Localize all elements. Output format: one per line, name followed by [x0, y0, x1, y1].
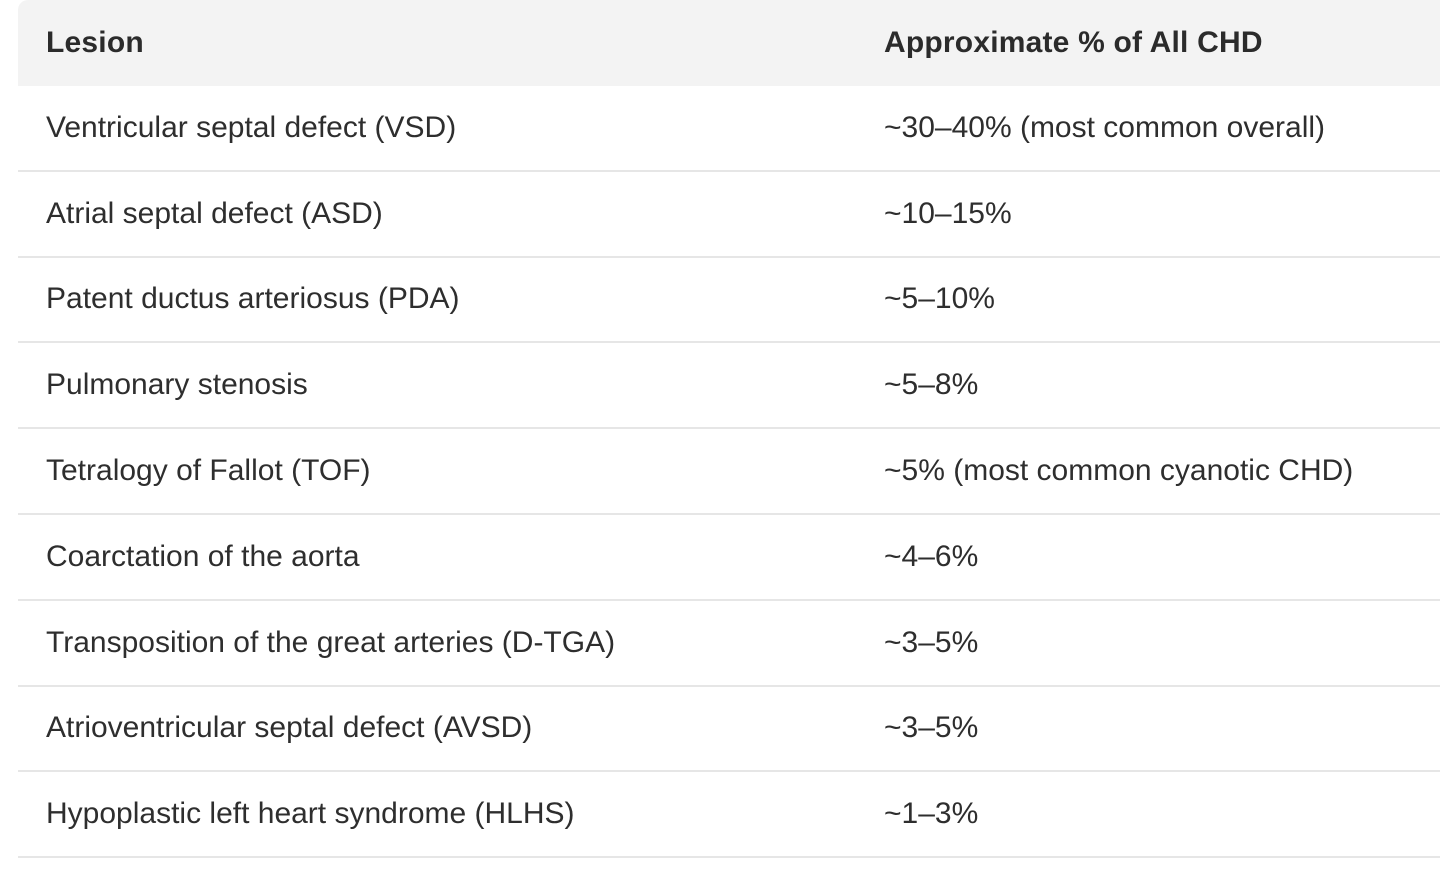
table-row: Tetralogy of Fallot (TOF) ~5% (most comm… — [18, 429, 1440, 515]
lesion-cell: Ventricular septal defect (VSD) — [46, 110, 457, 144]
percent-cell: ~5% (most common cyanotic CHD) — [884, 454, 1354, 488]
lesion-cell: Pulmonary stenosis — [46, 368, 308, 402]
chd-table: Lesion Approximate % of All CHD Ventricu… — [18, 0, 1440, 859]
table-row: Atrioventricular septal defect (AVSD) ~3… — [18, 687, 1440, 773]
lesion-cell: Transposition of the great arteries (D-T… — [46, 625, 616, 659]
percent-cell: ~10–15% — [884, 196, 1012, 230]
lesion-cell: Atrial septal defect (ASD) — [46, 196, 383, 230]
header-lesion: Lesion — [46, 26, 144, 59]
percent-cell: ~1–3% — [884, 797, 979, 831]
table-row: Hypoplastic left heart syndrome (HLHS) ~… — [18, 772, 1440, 859]
table-row: Ventricular septal defect (VSD) ~30–40% … — [18, 86, 1440, 172]
lesion-cell: Tetralogy of Fallot (TOF) — [46, 454, 371, 488]
table-row: Pulmonary stenosis ~5–8% — [18, 343, 1440, 430]
header-percent: Approximate % of All CHD — [884, 26, 1263, 59]
table-header-row: Lesion Approximate % of All CHD — [18, 0, 1440, 86]
percent-cell: ~3–5% — [884, 711, 979, 745]
table-row: Atrial septal defect (ASD) ~10–15% — [18, 172, 1440, 258]
lesion-cell: Hypoplastic left heart syndrome (HLHS) — [46, 797, 575, 831]
percent-cell: ~5–8% — [884, 368, 979, 402]
percent-cell: ~4–6% — [884, 539, 979, 573]
lesion-cell: Coarctation of the aorta — [46, 539, 360, 573]
lesion-cell: Patent ductus arteriosus (PDA) — [46, 282, 460, 316]
table-row: Coarctation of the aorta ~4–6% — [18, 515, 1440, 601]
percent-cell: ~3–5% — [884, 625, 979, 659]
lesion-cell: Atrioventricular septal defect (AVSD) — [46, 711, 533, 745]
table-row: Transposition of the great arteries (D-T… — [18, 601, 1440, 687]
percent-cell: ~5–10% — [884, 282, 995, 316]
table-row: Patent ductus arteriosus (PDA) ~5–10% — [18, 258, 1440, 344]
percent-cell: ~30–40% (most common overall) — [884, 110, 1326, 144]
